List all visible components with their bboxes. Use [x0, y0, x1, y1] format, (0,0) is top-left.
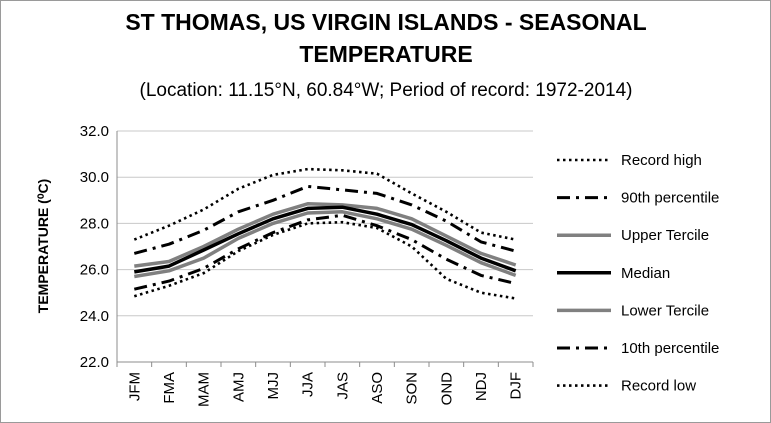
y-tick-label: 26.0 — [80, 262, 109, 279]
legend-label-10th-percentile: 10th percentile — [621, 340, 719, 357]
chart-title-line1: ST THOMAS, US VIRGIN ISLANDS - SEASONAL — [125, 9, 646, 35]
series-line-record-high — [133, 167, 516, 241]
legend-label-90th-percentile: 90th percentile — [621, 190, 719, 207]
x-tick-label: AMJ — [230, 372, 247, 402]
legend-label-record-high: Record high — [621, 152, 702, 169]
x-tick-label: ASO — [369, 372, 386, 404]
y-tick-label: 30.0 — [80, 169, 109, 186]
series-line-lower-tercile — [134, 210, 517, 279]
x-tick-label: JJA — [300, 372, 317, 397]
series-line-10th-percentile — [133, 213, 517, 291]
legend: Record high 90th percentile Upper Tercile M… — [557, 152, 719, 395]
legend-label-median: Median — [621, 265, 670, 282]
x-tick-label: SON — [404, 372, 421, 405]
y-tick-label: 24.0 — [80, 308, 109, 325]
x-tick-label: OND — [438, 372, 455, 406]
x-tick-label: FMA — [161, 372, 178, 404]
x-tick-label: NDJ — [473, 372, 490, 401]
legend-label-lower-tercile: Lower Tercile — [621, 302, 709, 319]
x-tick-label: JFM — [126, 372, 143, 401]
y-axis-label: TEMPERATURE (⁰C) — [35, 179, 51, 313]
x-tick-label: MJJ — [265, 372, 282, 400]
x-tick-label: DJF — [508, 372, 525, 400]
plot-area: 22.0 24.0 26.0 28.0 30.0 32.0 JFM FMA MAM AMJ MJJ J… — [80, 123, 534, 407]
series-line-upper-tercile — [134, 202, 517, 268]
chart-subtitle: (Location: 11.15°N, 60.84°W; Period of r… — [140, 80, 633, 101]
chart-title-line2: TEMPERATURE — [299, 41, 472, 67]
x-tick-label: MAM — [196, 372, 213, 407]
legend-label-record-low: Record low — [621, 378, 696, 395]
y-tick-label: 28.0 — [80, 215, 109, 232]
series-line-90th-percentile — [133, 184, 517, 255]
y-tick-label: 22.0 — [80, 354, 109, 371]
series-line-median — [134, 205, 517, 274]
x-tick-label: JAS — [334, 372, 351, 400]
y-tick-label: 32.0 — [80, 123, 109, 140]
legend-label-upper-tercile: Upper Tercile — [621, 227, 709, 244]
series-line-record-low — [133, 220, 516, 300]
